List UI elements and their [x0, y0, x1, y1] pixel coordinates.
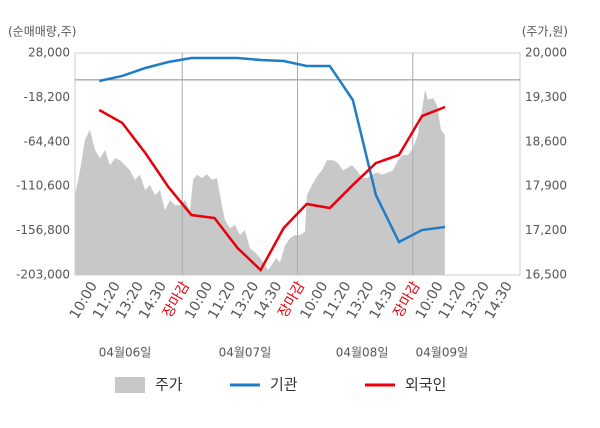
legend-label: 주가 [155, 376, 183, 394]
y-tick-label: 28,000 [28, 46, 70, 60]
y2-tick-label: 19,300 [525, 90, 567, 104]
y2-axis-title: (주가,원) [522, 25, 568, 39]
day-label: 04월07일 [219, 346, 272, 360]
price-area [75, 89, 445, 275]
day-label: 04월08일 [336, 346, 389, 360]
y2-tick-label: 17,900 [525, 179, 567, 193]
legend-swatch [115, 377, 145, 393]
y2-tick-label: 20,000 [525, 46, 567, 60]
series-line [98, 105, 446, 273]
series-line [98, 56, 446, 244]
day-label: 04월06일 [99, 346, 152, 360]
y-tick-label: -18,200 [24, 90, 70, 104]
y-tick-label: -110,600 [16, 179, 70, 193]
y-tick-label: -64,400 [24, 134, 70, 148]
legend-label: 기관 [270, 376, 298, 394]
y2-tick-label: 18,600 [525, 134, 567, 148]
y-axis-title: (순매매량,주) [8, 25, 76, 39]
y2-tick-label: 16,500 [525, 268, 567, 282]
legend-label: 외국인 [405, 376, 446, 394]
y2-tick-label: 17,200 [525, 223, 567, 237]
y-tick-label: -203,000 [16, 268, 70, 282]
y-tick-label: -156,800 [16, 223, 70, 237]
day-label: 04월09일 [416, 346, 469, 360]
